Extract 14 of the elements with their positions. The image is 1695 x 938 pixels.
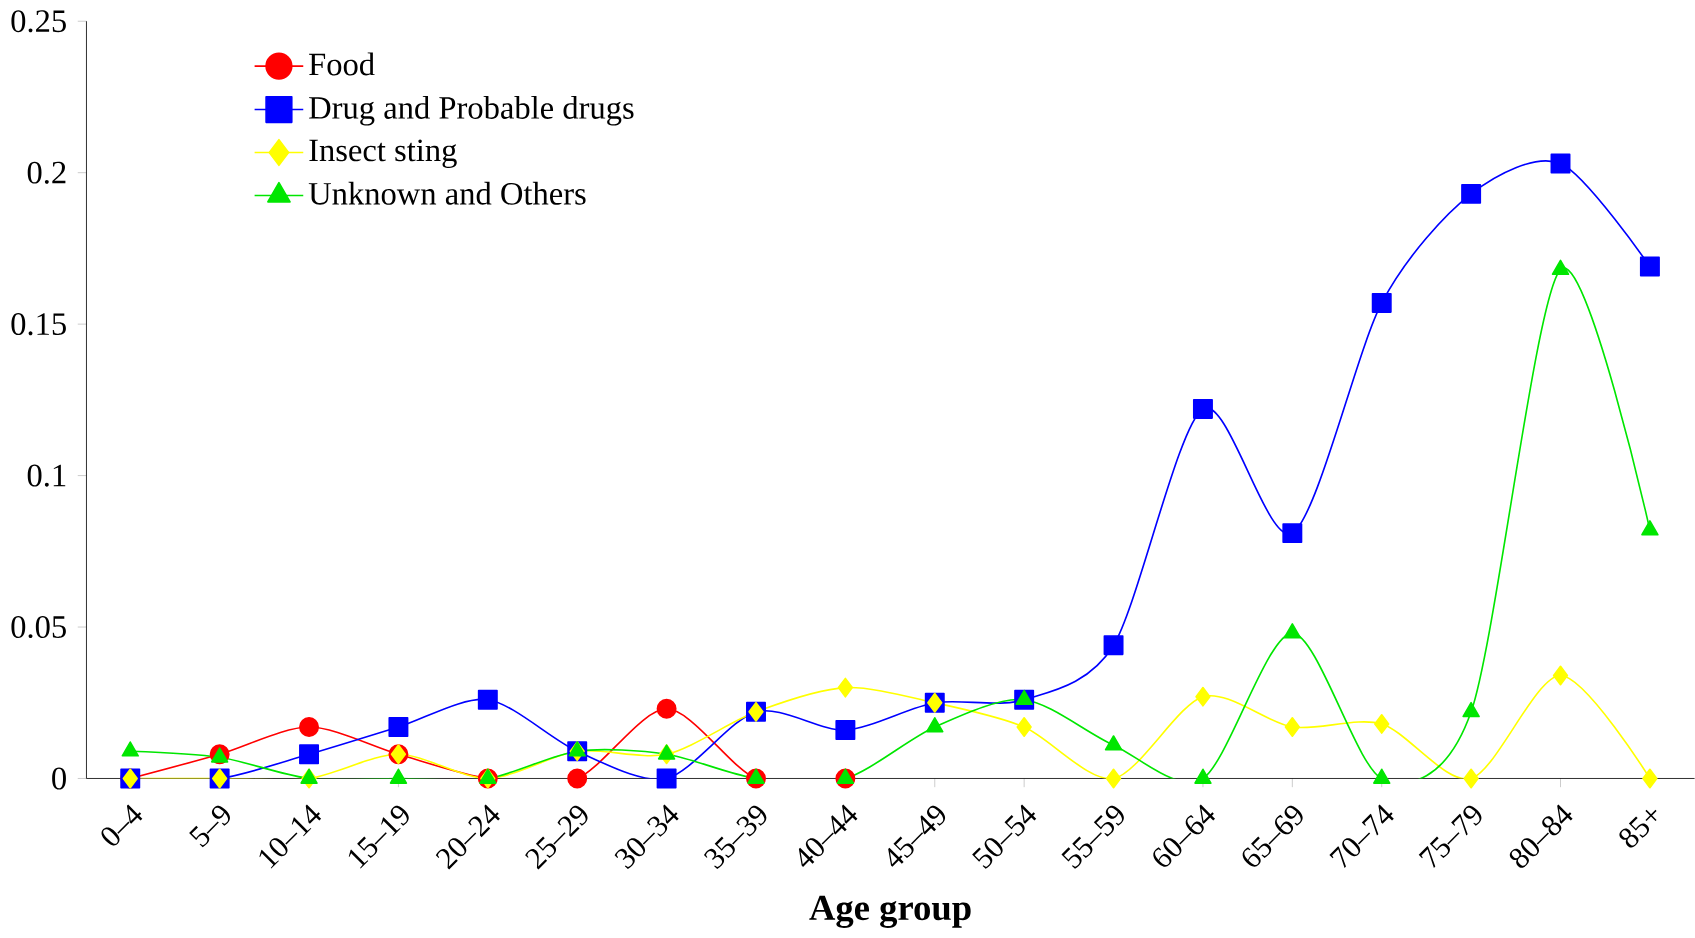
legend-label: Insect sting [309,139,457,168]
y-tick-label: 0.15 [11,313,66,336]
legend-label: Unknown and Others [308,181,586,205]
legend-label: Drug and Probable drugs [309,95,634,126]
y-tick-label: 0 [52,767,66,790]
x-tick-label: 85+ [1619,809,1657,848]
y-tick-label: 0.1 [27,464,66,487]
y-tick-label: 0.25 [11,10,66,33]
y-tick-label: 0.05 [11,615,66,639]
x-axis-title: Age group [809,895,971,928]
x-tick-label: 0–4 [101,804,143,846]
y-tick-label: 0.2 [27,161,66,184]
x-tick-label: 5–9 [189,805,230,848]
legend-label: Food [309,52,375,76]
